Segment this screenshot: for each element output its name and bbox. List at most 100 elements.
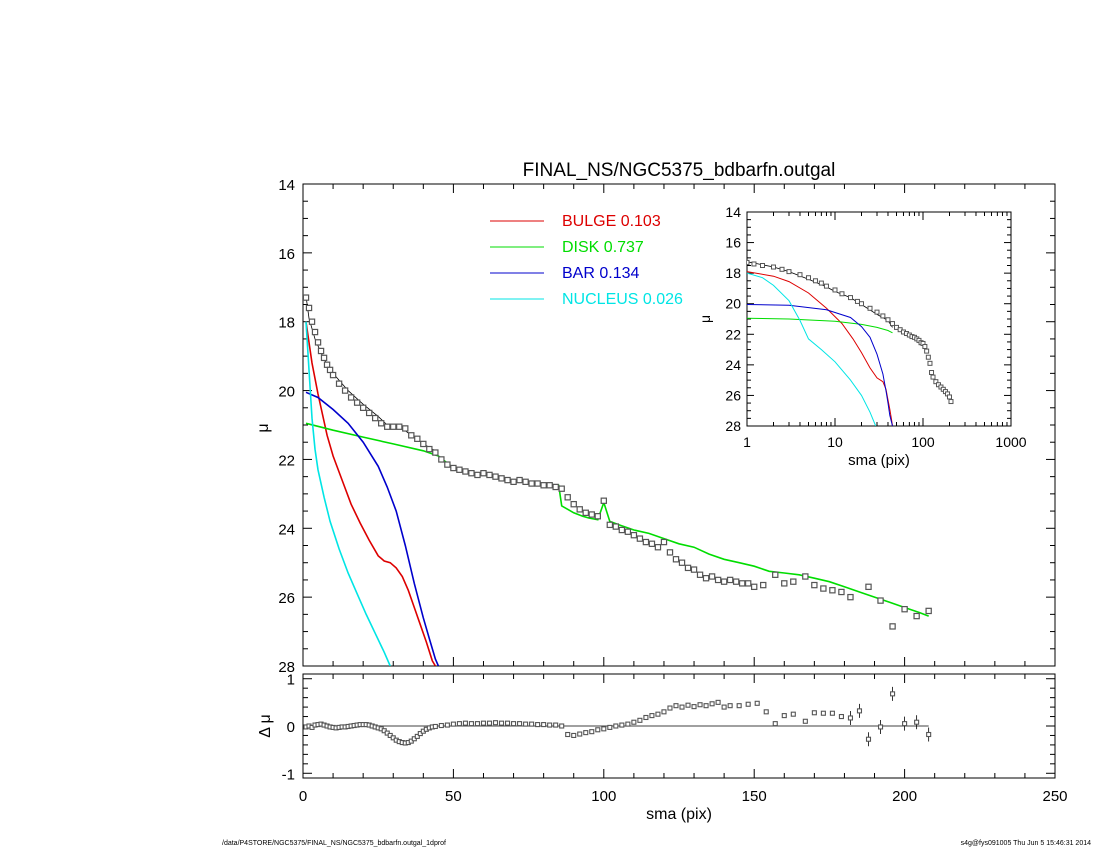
- main-y-tick-label: 22: [278, 452, 295, 469]
- inset-data-point: [946, 394, 952, 400]
- data-point: [359, 404, 367, 411]
- inset-data-point: [925, 354, 931, 360]
- data-point: [642, 538, 650, 546]
- inset-y-tick-label: 14: [725, 204, 741, 220]
- residual-point: [607, 724, 613, 730]
- data-point: [576, 506, 583, 513]
- data-point: [820, 585, 827, 592]
- residual-point: [565, 731, 571, 738]
- inset-data-point: [874, 309, 880, 315]
- data-point: [414, 435, 421, 442]
- inset-data-point: [770, 264, 776, 270]
- data-point: [534, 480, 541, 487]
- data-point: [552, 483, 559, 491]
- inset-data-point: [948, 399, 954, 405]
- data-point: [600, 497, 608, 504]
- inset-data-point: [885, 317, 891, 323]
- residual-point: [486, 720, 493, 726]
- inset-data-point: [751, 261, 757, 267]
- residual-point: [847, 715, 854, 721]
- inset-series-line-nucleus: [747, 272, 877, 426]
- inset-data-point: [867, 305, 873, 311]
- residual-point: [619, 722, 625, 728]
- data-point: [558, 485, 565, 492]
- data-point: [486, 471, 493, 479]
- residual-point: [691, 704, 697, 710]
- residual-point: [480, 720, 487, 726]
- residual-point: [838, 713, 844, 720]
- residual-point: [745, 701, 751, 707]
- data-point: [546, 482, 553, 489]
- residual-point: [589, 729, 595, 735]
- residual-x-tick-label: 50: [445, 788, 462, 805]
- data-point: [303, 294, 310, 301]
- inset-x-tick-label: 1: [743, 434, 751, 450]
- residual-point: [577, 731, 583, 737]
- residual-point: [727, 703, 733, 709]
- legend-label: DISK 0.737: [562, 239, 644, 256]
- data-point: [378, 420, 385, 427]
- inset-data-point: [779, 266, 785, 272]
- data-point: [630, 531, 638, 539]
- data-point: [353, 399, 361, 406]
- residual-point: [601, 726, 607, 732]
- residual-point: [811, 710, 817, 716]
- data-point: [371, 414, 379, 422]
- data-point: [760, 581, 767, 589]
- residual-point: [559, 723, 565, 729]
- data-point: [329, 371, 337, 379]
- main-y-axis-label: μ: [255, 423, 272, 432]
- inset-x-tick-label: 1000: [995, 434, 1026, 450]
- data-point: [772, 571, 779, 578]
- legend-label: BULGE 0.103: [562, 213, 661, 230]
- legend-label: BAR 0.134: [562, 265, 639, 282]
- data-point: [606, 521, 614, 529]
- data-point: [750, 583, 758, 591]
- inset-y-tick-label: 16: [725, 235, 741, 251]
- inset-log-plot: 14 16 18 20 22 24 26 281 10 100 1000 μ sma (pix): [697, 204, 1027, 469]
- series-line-bulge: [305, 321, 437, 666]
- data-point: [510, 478, 517, 486]
- inset-series-group: [747, 259, 954, 426]
- residual-point: [613, 723, 619, 729]
- main-y-tick-label: 26: [278, 590, 295, 607]
- residual-x-tick-label: 250: [1042, 788, 1067, 805]
- residual-point: [571, 732, 577, 739]
- data-point: [420, 440, 427, 448]
- main-series-group: [303, 294, 932, 666]
- inset-data-point: [847, 295, 853, 301]
- inset-x-tick-label: 100: [911, 434, 935, 450]
- data-point: [838, 588, 845, 596]
- inset-data-point: [930, 374, 936, 380]
- residual-point: [498, 720, 505, 726]
- data-point: [347, 394, 355, 401]
- residual-point: [914, 719, 920, 725]
- data-point: [468, 470, 475, 477]
- residual-point: [649, 713, 655, 719]
- residual-point: [736, 703, 742, 709]
- data-point: [390, 423, 397, 430]
- data-point: [492, 473, 499, 480]
- residual-point: [781, 713, 787, 719]
- data-point: [498, 475, 505, 482]
- inset-data-point: [858, 301, 864, 307]
- data-point: [678, 559, 686, 566]
- residual-point: [802, 718, 808, 724]
- residual-point: [661, 709, 667, 715]
- residual-point: [829, 710, 835, 716]
- inset-y-tick-label: 22: [725, 326, 741, 342]
- residual-point: [492, 720, 499, 726]
- residual-point: [438, 722, 444, 729]
- data-point: [802, 573, 809, 580]
- data-point: [450, 464, 457, 472]
- residual-plot: 10-10 50 100 150 200 250 Δ μ sma (pix): [257, 672, 1068, 823]
- residual-x-tick-label: 0: [299, 788, 307, 805]
- residual-point: [456, 721, 462, 727]
- data-point: [365, 409, 373, 417]
- data-point: [308, 318, 316, 325]
- residual-point: [523, 721, 529, 727]
- residual-point: [673, 703, 679, 709]
- residual-point: [763, 709, 769, 715]
- data-point: [516, 476, 523, 484]
